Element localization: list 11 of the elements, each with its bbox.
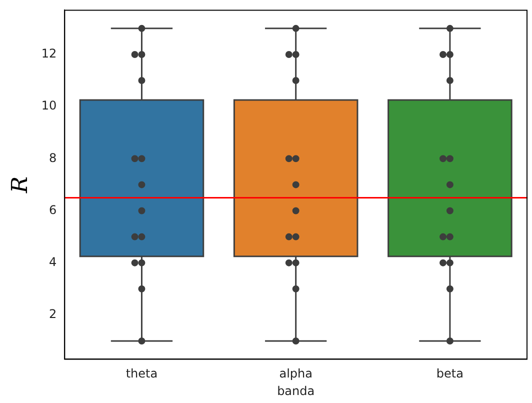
y-tick-label: 8 (49, 150, 57, 165)
y-tick-label: 12 (41, 46, 57, 61)
x-axis-title: banda (277, 384, 315, 398)
y-tick-label: 2 (49, 307, 57, 322)
y-tick-label: 6 (49, 202, 57, 217)
x-tick-label: alpha (279, 366, 312, 381)
y-tick-label: 4 (49, 254, 57, 269)
y-axis-title: R (8, 176, 33, 194)
x-tick-label: beta (436, 366, 464, 381)
x-tick-label: theta (126, 366, 158, 381)
y-tick-label: 10 (41, 98, 57, 113)
